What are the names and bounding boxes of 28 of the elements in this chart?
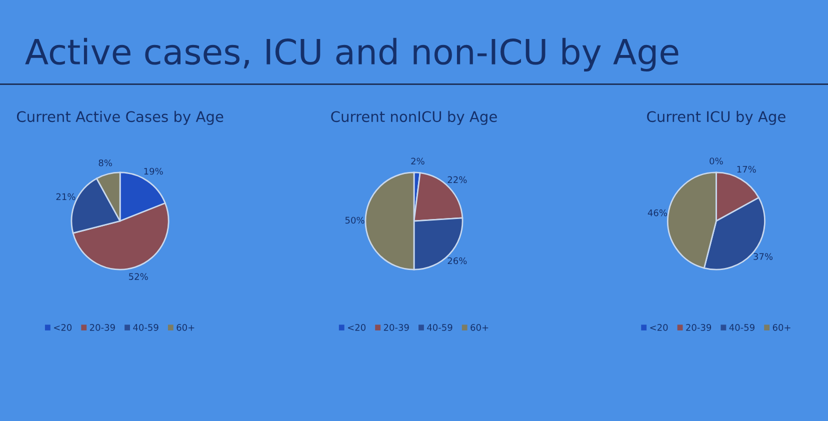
legend-label: 20-39 [90,324,115,331]
data-label: 37% [754,253,773,260]
chart-title: Current ICU by Age [647,110,786,125]
legend-label: 60+ [772,324,790,331]
data-label: 26% [448,257,467,264]
legend-label: 40-59 [427,324,452,331]
legend-label: <20 [650,324,668,331]
data-label: 22% [448,176,467,184]
legend-label: 40-59 [133,324,158,331]
text: Active cases, ICU and non-ICU by Age [25,38,678,72]
data-label: 46% [648,209,668,216]
data-label: 17% [737,166,756,173]
legend-label: 60+ [176,324,194,331]
legend-label: <20 [348,324,366,331]
data-label: 50% [345,216,364,224]
legend-label: 20-39 [686,324,712,331]
data-label: 19% [144,168,163,175]
legend-label: <20 [54,324,72,331]
chart-title: Current nonICU by Age [331,110,497,125]
chart-title: Current Active Cases by Age [16,110,224,125]
legend-label: 60+ [470,324,488,331]
text: 0% [710,158,723,164]
data-label: 2% [411,158,424,165]
legend-label: 40-59 [729,324,754,331]
legend-label: 20-39 [384,324,409,331]
data-label: 52% [129,273,148,280]
data-label: 8% [98,159,112,166]
data-label: 21% [56,193,76,200]
